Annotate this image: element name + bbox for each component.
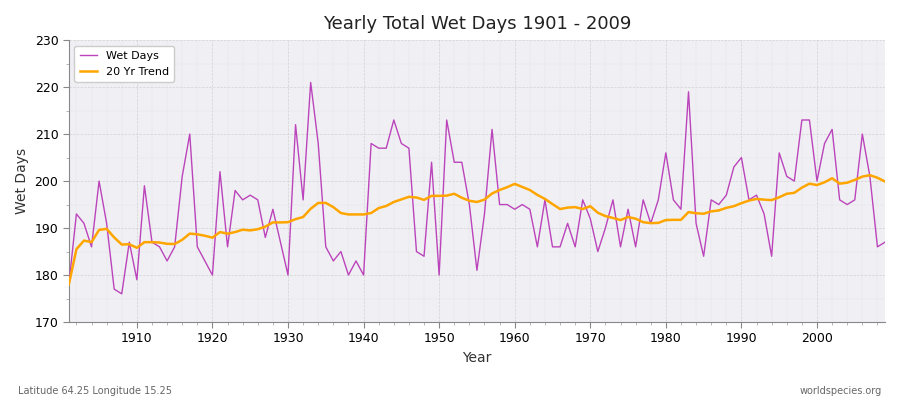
Text: Latitude 64.25 Longitude 15.25: Latitude 64.25 Longitude 15.25 bbox=[18, 386, 172, 396]
Legend: Wet Days, 20 Yr Trend: Wet Days, 20 Yr Trend bbox=[75, 46, 175, 82]
20 Yr Trend bbox=[336, 211, 346, 216]
Wet Days bbox=[63, 282, 74, 287]
Wet Days bbox=[517, 202, 527, 207]
20 Yr Trend bbox=[509, 182, 520, 186]
Wet Days bbox=[131, 277, 142, 282]
Wet Days bbox=[615, 244, 626, 249]
20 Yr Trend bbox=[124, 242, 135, 247]
20 Yr Trend bbox=[502, 185, 513, 190]
Wet Days bbox=[351, 258, 362, 263]
20 Yr Trend bbox=[290, 217, 301, 222]
Title: Yearly Total Wet Days 1901 - 2009: Yearly Total Wet Days 1901 - 2009 bbox=[323, 15, 631, 33]
20 Yr Trend bbox=[63, 282, 74, 287]
20 Yr Trend bbox=[865, 173, 876, 178]
20 Yr Trend bbox=[600, 214, 611, 218]
Text: worldspecies.org: worldspecies.org bbox=[800, 386, 882, 396]
20 Yr Trend bbox=[879, 179, 890, 184]
Y-axis label: Wet Days: Wet Days bbox=[15, 148, 29, 214]
Wet Days bbox=[298, 198, 309, 202]
Wet Days bbox=[305, 80, 316, 85]
Wet Days bbox=[116, 292, 127, 296]
Line: Wet Days: Wet Days bbox=[68, 82, 885, 294]
Line: 20 Yr Trend: 20 Yr Trend bbox=[68, 175, 885, 284]
Wet Days bbox=[525, 207, 535, 212]
X-axis label: Year: Year bbox=[463, 351, 491, 365]
Wet Days bbox=[879, 240, 890, 244]
